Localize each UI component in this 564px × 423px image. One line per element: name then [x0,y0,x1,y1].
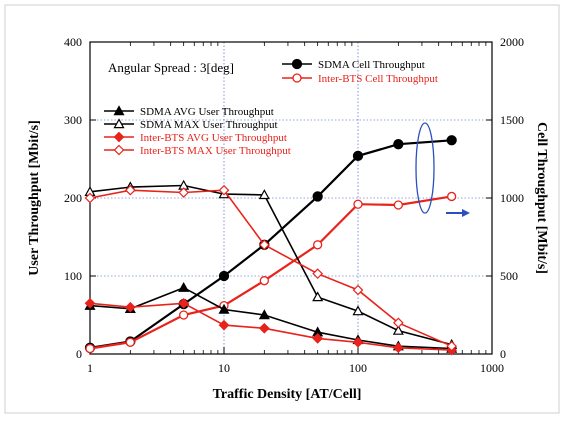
data-point [447,191,457,202]
data-point [393,200,403,210]
data-point [353,199,363,209]
data-point [312,291,324,302]
data-point [179,310,189,320]
right-axis-arrow-head [462,209,470,217]
series-5 [84,184,458,352]
data-point [125,337,135,347]
legend-label: SDMA AVG User Throughput [140,106,274,118]
y-left-tick-label: 200 [64,191,82,205]
data-point [259,276,269,286]
y-left-tick-label: 100 [64,269,82,283]
series-4 [84,297,458,356]
y-right-tick-label: 500 [500,269,518,283]
series-1 [85,191,457,354]
legend-entry: Inter-BTS Cell Throughput [282,73,438,85]
data-point [392,324,404,335]
y-right-tick-label: 2000 [500,35,524,49]
data-point [218,303,230,314]
x-tick-label: 100 [349,361,367,375]
x-axis-label: Traffic Density [AT/Cell] [213,387,362,402]
data-point [446,135,457,146]
legend-marker [113,144,125,156]
data-point [258,322,270,334]
annotations [415,122,470,217]
data-point [258,189,270,200]
y-right-tick-label: 1500 [500,113,524,127]
legend-entry: SDMA AVG User Throughput [104,105,274,118]
data-point [178,297,190,309]
legend-marker [113,105,125,116]
y-left-tick-label: 300 [64,113,82,127]
y-left-tick-label: 0 [76,347,82,361]
y-left-tick-label: 400 [64,35,82,49]
data-point [312,191,323,202]
data-point [352,150,364,162]
x-tick-label: 10 [218,361,230,375]
legend-label: Inter-BTS AVG User Throughput [140,132,287,144]
data-point [124,184,136,196]
data-point [446,340,458,352]
y-axis-left-label: User Throughput [Mbit/s] [27,120,42,276]
data-point [258,239,270,251]
data-point [124,301,136,313]
data-point [218,270,230,282]
data-point [312,333,324,344]
series-layer [84,135,458,356]
data-point [312,268,324,280]
legend-marker [113,131,125,143]
data-point [85,343,95,354]
data-point [178,281,190,292]
data-point [178,187,190,198]
legend-label: SDMA Cell Throughput [318,59,425,71]
data-point [393,139,404,150]
data-point [218,319,230,331]
legend-label: Inter-BTS Cell Throughput [318,73,438,85]
data-point [258,309,270,320]
legend-entry: SDMA Cell Throughput [282,58,425,71]
data-point [352,336,364,348]
data-point [218,184,230,196]
figure-frame [4,4,560,414]
legend-marker [292,73,302,83]
data-point [352,305,364,316]
data-point [392,342,404,354]
data-point [84,192,96,204]
legend-label: Inter-BTS MAX User Throughput [140,145,291,157]
y-axis-right-label: Cell Throughput [Mbit/s] [534,122,549,274]
legend: SDMA Cell Throughput Inter-BTS Cell Throu… [104,58,438,157]
y-right-tick-label: 0 [500,347,506,361]
legend-entry: SDMA MAX User Throughput [104,118,278,131]
series-group-ellipse [415,122,435,214]
data-point [84,297,96,309]
annotation-text: Angular Spread : 3[deg] [108,60,234,75]
legend-entry: Inter-BTS AVG User Throughput [104,131,287,144]
legend-entry: Inter-BTS MAX User Throughput [104,144,291,157]
data-point [352,284,364,296]
y-right-tick-label: 1000 [500,191,524,205]
legend-label: SDMA MAX User Throughput [140,119,278,131]
legend-marker [291,58,303,70]
data-point [313,240,323,250]
x-tick-label: 1000 [480,361,504,375]
legend-marker [113,118,125,129]
x-tick-label: 1 [87,361,93,375]
data-point [392,317,404,329]
